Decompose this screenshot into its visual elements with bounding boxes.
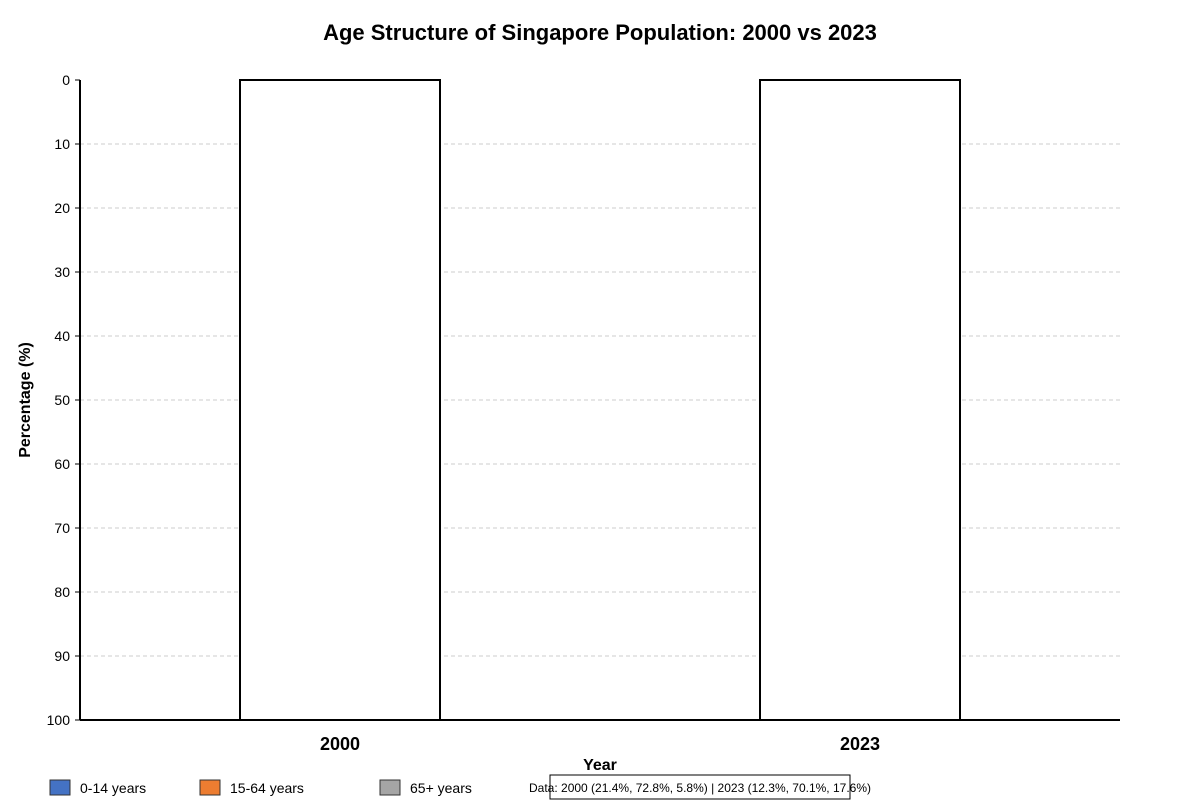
y-tick-label: 10 <box>54 136 70 152</box>
legend-swatch <box>49 779 71 796</box>
y-tick-label: 20 <box>54 200 70 216</box>
x-categories: 2000 2023 <box>320 734 880 754</box>
data-note: Data: 2000 (21.4%, 72.8%, 5.8%) | 2023 (… <box>529 781 871 795</box>
y-tick-label: 50 <box>54 392 70 408</box>
y-tick-label: 100 <box>47 712 71 728</box>
y-tick-label: 40 <box>54 328 70 344</box>
gridlines <box>80 143 1120 657</box>
x-axis-title: Year <box>583 757 617 774</box>
legend-label: 15-64 years <box>230 780 304 796</box>
y-tick-label: 70 <box>54 520 70 536</box>
y-tick-label: 30 <box>54 264 70 280</box>
x-tick-label: 2000 <box>320 734 360 754</box>
y-tick-label: 80 <box>54 584 70 600</box>
y-tick-label: 0 <box>62 72 70 88</box>
legend-label: 0-14 years <box>80 780 146 796</box>
legend-label: 65+ years <box>410 780 472 796</box>
y-ticks: 0 10 20 30 40 50 60 70 80 90 100 <box>47 72 80 728</box>
y-axis-title: Percentage (%) <box>17 342 34 458</box>
bars <box>239 79 961 721</box>
x-tick-label: 2023 <box>840 734 880 754</box>
legend: 0-14 years 15-64 years 65+ years <box>49 779 472 796</box>
bar-2023 <box>759 79 961 721</box>
data-note-box <box>549 774 851 800</box>
legend-swatch <box>379 779 401 796</box>
bar-2000 <box>239 79 441 721</box>
y-tick-label: 60 <box>54 456 70 472</box>
chart-title: Age Structure of Singapore Population: 2… <box>323 20 877 45</box>
legend-swatch <box>199 779 221 796</box>
y-tick-label: 90 <box>54 648 70 664</box>
